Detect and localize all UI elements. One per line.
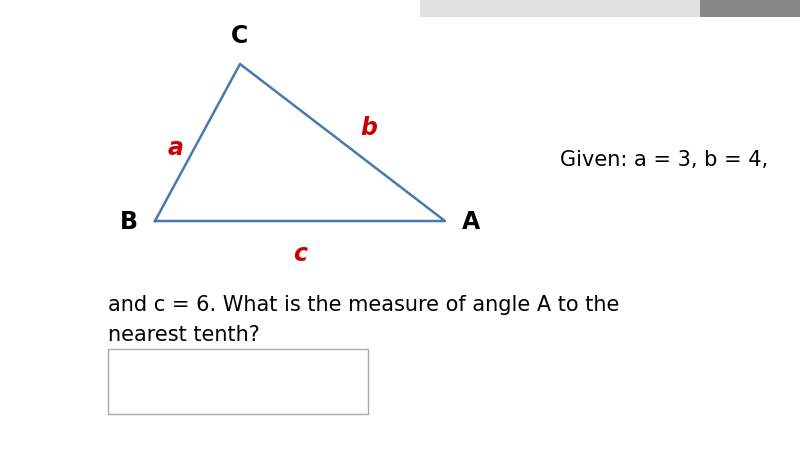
Bar	[108, 349, 368, 414]
Text: c: c	[293, 242, 307, 265]
Text: Given: a = 3, b = 4,: Given: a = 3, b = 4,	[560, 150, 768, 169]
Text: A: A	[462, 210, 480, 233]
Bar	[420, 0, 760, 18]
Text: nearest tenth?: nearest tenth?	[108, 324, 260, 344]
Text: b: b	[360, 116, 377, 140]
Bar	[700, 0, 800, 18]
Text: and c = 6. What is the measure of angle A to the: and c = 6. What is the measure of angle …	[108, 294, 619, 314]
Text: B: B	[120, 210, 138, 233]
Text: C: C	[231, 24, 249, 48]
Text: a: a	[168, 136, 184, 160]
